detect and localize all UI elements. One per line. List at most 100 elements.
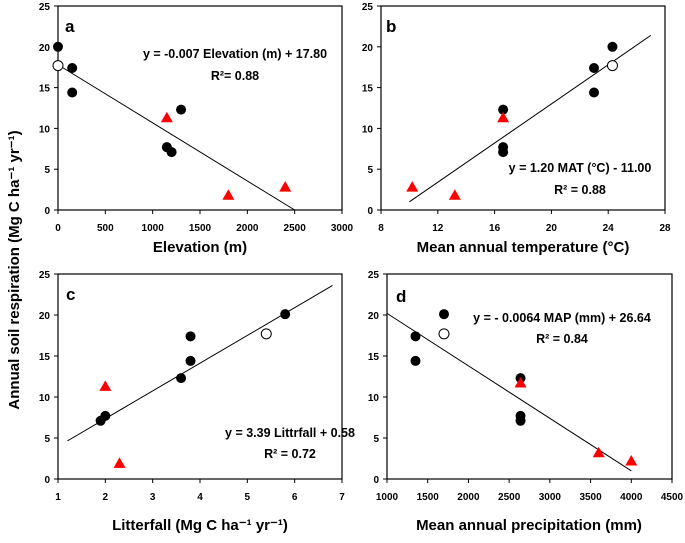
y-tick-label: 5 [373,434,379,445]
y-tick-label: 25 [39,2,51,13]
y-tick-label: 5 [44,165,50,176]
panel-letter: c [66,285,75,304]
y-tick-label: 25 [368,270,380,281]
y-tick-label: 25 [39,270,51,281]
data-point-triangle [625,454,638,466]
x-axis-label: Elevation (m) [153,239,247,256]
data-point-circle [410,331,421,342]
data-point-circle [515,415,526,426]
regression-equation: y = - 0.0064 MAP (mm) + 26.64 [473,311,651,325]
data-point-circle [67,63,78,74]
x-tick-label: 1000 [142,223,165,234]
r-squared: R²= 0.88 [211,69,259,83]
x-tick-label: 3500 [579,492,602,503]
y-tick-label: 15 [368,352,380,363]
panel-letter: a [65,17,75,36]
x-tick-label: 2000 [457,492,480,503]
data-point-triangle [113,457,126,468]
x-tick-label: 4000 [620,492,643,503]
x-tick-label: 1000 [376,492,399,503]
x-tick-label: 8 [378,223,384,234]
panel-letter: d [396,287,406,306]
plot-frame [57,5,343,211]
data-point-open-circle [606,60,618,72]
data-point-circle [589,87,599,98]
data-point-circle [176,373,187,384]
y-tick-label: 15 [39,84,51,95]
data-point-open-circle [438,328,450,340]
plot-frame [386,273,673,480]
x-tick-label: 2500 [498,492,521,503]
y-tick-label: 15 [39,352,51,363]
regression-equation: y = 1.20 MAT (°C) - 11.00 [509,161,652,175]
r-squared: R² = 0.88 [554,183,606,197]
data-point-circle [67,87,78,98]
data-point-circle [498,104,509,115]
regression-line [409,34,652,203]
y-tick-label: 5 [367,165,373,176]
y-tick-label: 0 [44,206,50,217]
x-tick-label: 7 [339,492,345,503]
data-point-triangle [514,377,527,388]
data-point-circle [53,41,63,52]
data-point-circle [166,147,177,158]
data-point-triangle [222,189,235,200]
x-tick-label: 2000 [236,223,259,234]
x-axis-label: Mean annual precipitation (mm) [416,517,642,534]
data-point-circle [439,309,449,320]
data-point-triangle [279,181,292,192]
plot-frame [380,5,666,211]
shared-y-axis-label: Annual soil respiration (Mg C ha⁻¹ yr⁻¹) [6,130,23,409]
panel-c: 1 2 3 4 5 6 7 0 5 10 15 20 25 c y = 3.39 Littrfall + 0… [39,270,355,534]
panel-letter: b [386,17,396,36]
x-tick-label: 1 [55,492,61,503]
x-tick-label: 2 [103,492,109,503]
y-tick-label: 0 [367,206,373,217]
x-tick-label: 28 [659,223,671,234]
y-tick-label: 20 [39,43,51,54]
y-tick-label: 10 [362,124,374,135]
data-point-circle [95,415,106,426]
x-tick-label: 3000 [331,223,354,234]
x-tick-label: 3 [150,492,156,503]
x-tick-label: 500 [97,223,114,234]
x-tick-label: 1500 [417,492,440,503]
data-point-circle [498,147,509,158]
x-tick-label: 16 [489,223,501,234]
y-tick-label: 15 [362,84,374,95]
x-tick-label: 3000 [539,492,562,503]
data-point-open-circle [260,328,272,340]
regression-equation: y = 3.39 Littrfall + 0.58 [225,426,355,440]
y-tick-label: 10 [39,124,51,135]
data-point-open-circle [52,60,64,72]
y-tick-label: 20 [368,311,380,322]
x-tick-label: 20 [546,223,558,234]
x-tick-label: 12 [432,223,444,234]
x-axis-label: Litterfall (Mg C ha⁻¹ yr⁻¹) [112,517,288,534]
x-tick-label: 4 [197,492,203,503]
regression-equation: y = -0.007 Elevation (m) + 17.80 [143,47,327,61]
data-point-circle [185,331,196,342]
r-squared: R² = 0.84 [536,332,588,346]
y-tick-label: 0 [373,475,379,486]
panel-a: 0 500 1000 1500 2000 2500 3000 0 5 10 15 20 25 a y = -… [39,2,354,256]
r-squared: R² = 0.72 [264,447,316,461]
data-point-circle [410,355,421,366]
data-point-circle [589,63,599,74]
x-tick-label: 5 [245,492,251,503]
regression-line [57,64,295,211]
data-point-triangle [448,189,461,200]
y-tick-label: 20 [39,311,51,322]
y-tick-label: 20 [362,43,374,54]
y-tick-label: 0 [44,475,50,486]
y-tick-label: 5 [44,434,50,445]
x-tick-label: 6 [292,492,298,503]
x-tick-label: 1500 [189,223,212,234]
data-point-triangle [160,111,173,123]
panel-b: 8 12 16 20 24 28 0 5 10 15 20 25 b y = 1.20 MAT (°C) … [362,2,671,256]
data-point-circle [176,104,187,115]
y-tick-label: 25 [362,2,374,13]
y-tick-label: 10 [368,393,380,404]
x-tick-label: 4500 [661,492,684,503]
